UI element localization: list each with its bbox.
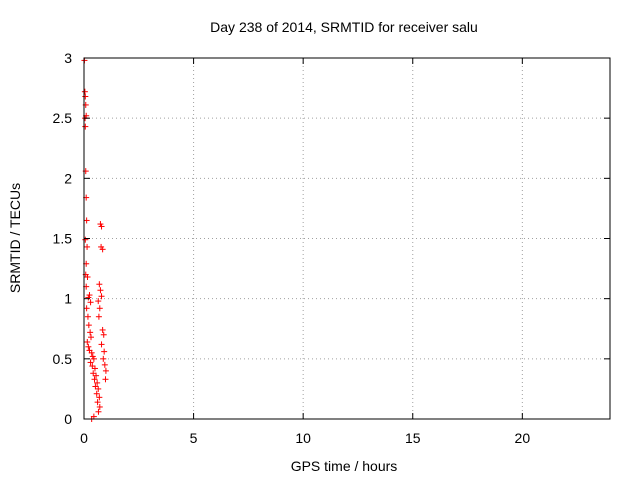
data-point [82, 123, 89, 130]
axis-ticks [83, 57, 610, 420]
data-point [83, 217, 90, 224]
data-point [94, 379, 101, 386]
x-tick-label: 20 [515, 430, 531, 446]
x-tick-label: 15 [405, 430, 421, 446]
y-tick-label: 3 [64, 50, 72, 66]
data-point [98, 293, 105, 300]
data-point [99, 326, 106, 333]
y-tick-label: 1 [64, 291, 72, 307]
data-point [95, 298, 102, 305]
data-point [98, 341, 105, 348]
data-point [82, 236, 89, 243]
x-tick-label: 0 [80, 430, 88, 446]
data-point [93, 372, 100, 379]
data-point [86, 292, 93, 299]
data-point [100, 355, 107, 362]
data-point [95, 313, 102, 320]
data-point [96, 394, 103, 401]
grid-lines [84, 58, 610, 419]
data-point [95, 408, 102, 415]
data-point [101, 361, 108, 368]
data-point [87, 359, 94, 366]
data-point [84, 338, 91, 345]
y-tick-label: 0 [64, 411, 72, 427]
y-axis-label: SRMTID / TECUs [7, 183, 23, 293]
data-point [84, 274, 91, 281]
data-point [83, 305, 90, 312]
tick-labels: 0 0.5 1 1.5 2 2.5 3 0 5 10 15 20 [53, 50, 531, 446]
data-point [82, 93, 89, 100]
data-point [85, 322, 92, 329]
data-point [84, 313, 91, 320]
data-point [99, 246, 106, 253]
data-point [87, 299, 94, 306]
data-point [90, 355, 97, 362]
data-point [88, 349, 95, 356]
data-point [102, 367, 109, 374]
data-point [96, 305, 103, 312]
data-point [84, 243, 91, 250]
data-point [85, 343, 92, 350]
data-point [88, 334, 95, 341]
x-tick-label: 10 [295, 430, 311, 446]
data-point [96, 281, 103, 288]
data-point [94, 399, 101, 406]
x-axis-label: GPS time / hours [291, 458, 398, 474]
x-tick-label: 5 [190, 430, 198, 446]
chart-title: Day 238 of 2014, SRMTID for receiver sal… [210, 19, 478, 35]
y-tick-label: 2 [64, 170, 72, 186]
data-point [95, 385, 102, 392]
data-point [87, 329, 94, 336]
data-point [91, 376, 98, 383]
data-point [101, 348, 108, 355]
data-point [96, 403, 103, 410]
data-point [93, 390, 100, 397]
y-tick-label: 2.5 [53, 110, 73, 126]
y-tick-label: 0.5 [53, 351, 73, 367]
data-point [102, 376, 109, 383]
data-point [91, 365, 98, 372]
data-point [98, 223, 105, 230]
y-tick-label: 1.5 [53, 231, 73, 247]
data-point [100, 331, 107, 338]
data-point [97, 287, 104, 294]
